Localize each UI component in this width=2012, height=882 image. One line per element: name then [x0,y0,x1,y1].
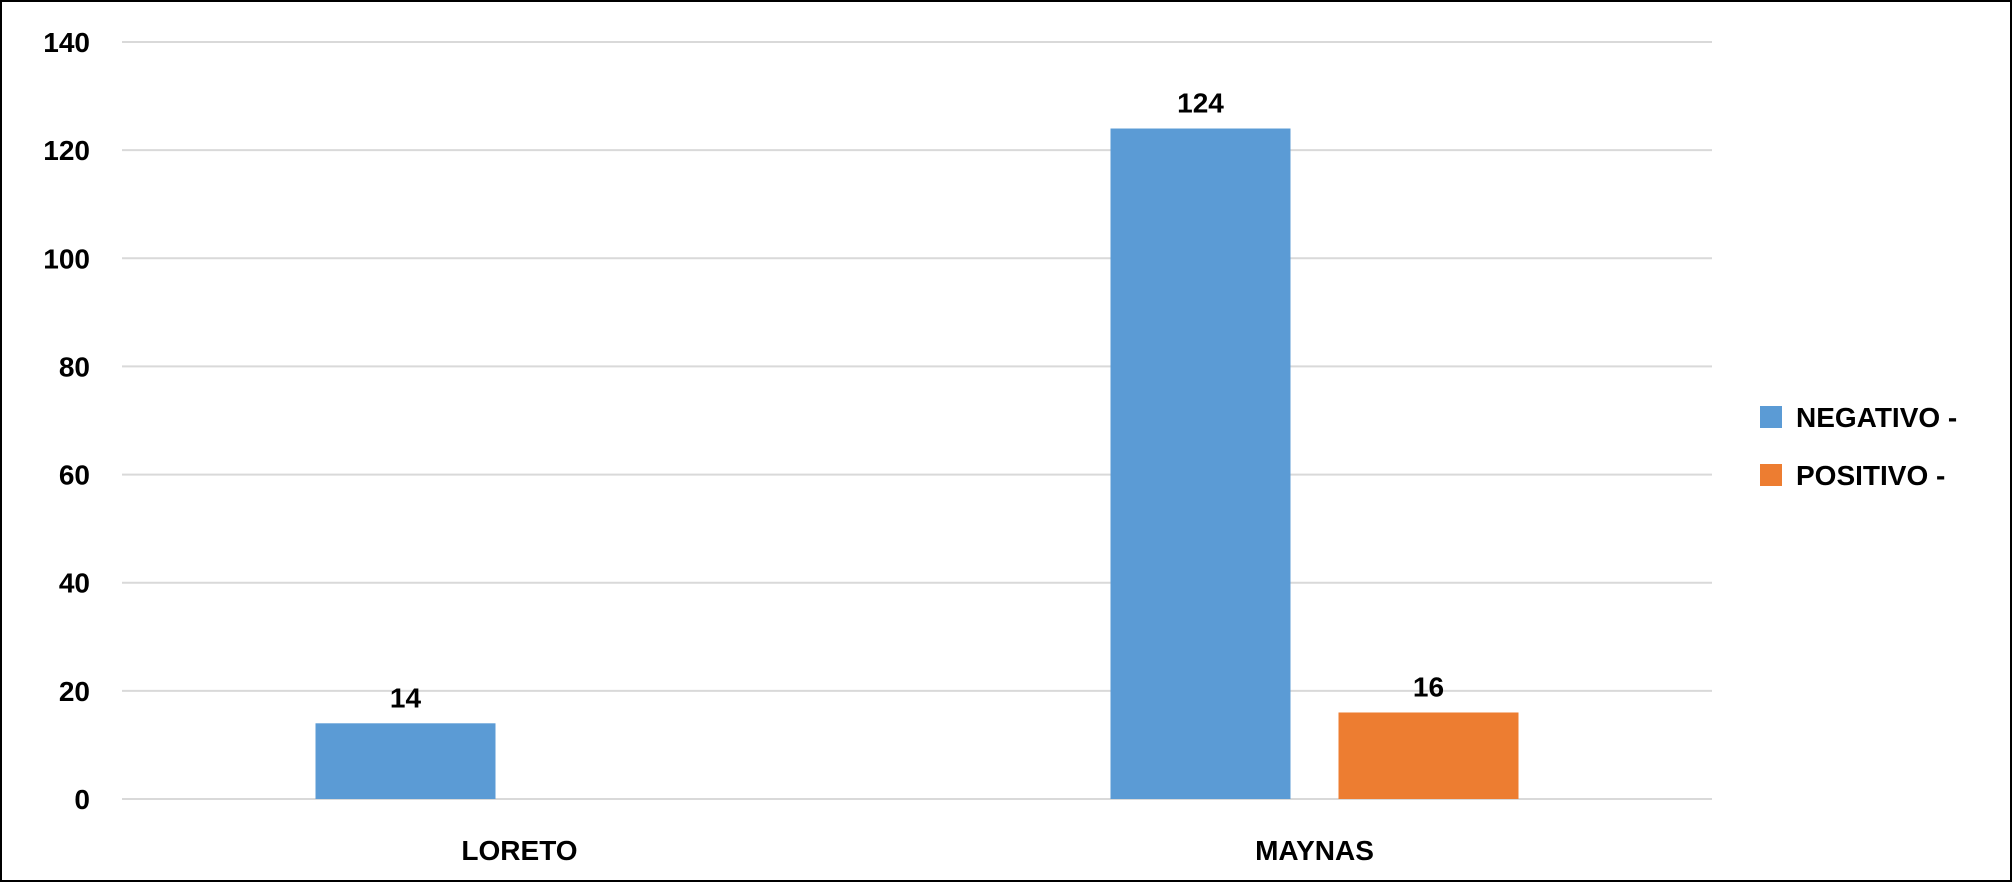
y-tick-label: 100 [43,243,90,274]
data-label: 14 [390,682,422,713]
data-label: 16 [1413,671,1444,702]
legend-swatch-positivo [1760,464,1782,486]
x-category-label: MAYNAS [1255,835,1374,866]
bars [315,128,1519,799]
legend: NEGATIVO - POSITIVO - [1760,402,1957,491]
x-category-label: LORETO [461,835,577,866]
y-tick-label: 60 [59,460,90,491]
y-axis-ticks: 0 20 40 60 80 100 120 140 [43,27,90,815]
bar-loreto-negativo [315,723,496,799]
y-tick-label: 80 [59,351,90,382]
x-axis-categories: LORETO MAYNAS [461,835,1373,866]
bar-maynas-negativo [1110,128,1291,799]
bar-maynas-positivo [1338,712,1519,799]
legend-label-negativo: NEGATIVO - [1796,402,1957,433]
legend-swatch-negativo [1760,406,1782,428]
gridlines [122,41,1712,800]
y-tick-label: 120 [43,135,90,166]
y-tick-label: 20 [59,676,90,707]
y-tick-label: 140 [43,27,90,58]
legend-label-positivo: POSITIVO - [1796,460,1945,491]
y-tick-label: 40 [59,568,90,599]
y-tick-label: 0 [74,784,90,815]
data-labels: 14 124 16 [390,88,1444,714]
data-label: 124 [1177,88,1224,119]
